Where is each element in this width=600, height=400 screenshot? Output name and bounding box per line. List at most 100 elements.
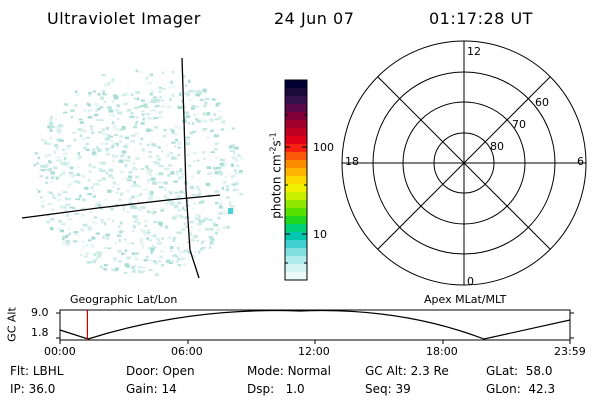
emission-speckle — [165, 197, 169, 200]
emission-speckle — [92, 183, 95, 187]
emission-speckle — [228, 145, 233, 149]
emission-speckle — [76, 156, 82, 160]
emission-speckle — [107, 189, 112, 193]
emission-speckle — [114, 128, 120, 131]
emission-speckle — [189, 232, 193, 236]
emission-speckle — [223, 226, 226, 229]
emission-speckle — [122, 207, 125, 212]
emission-speckle — [135, 195, 141, 198]
emission-speckle — [240, 172, 244, 174]
emission-speckle — [122, 145, 125, 149]
emission-speckle — [150, 169, 153, 172]
emission-speckle — [141, 110, 145, 112]
emission-speckle — [52, 193, 55, 197]
emission-speckle — [94, 103, 99, 107]
emission-speckle — [148, 151, 153, 153]
seq-value: 39 — [395, 382, 411, 396]
emission-speckle — [234, 182, 239, 185]
emission-speckle — [151, 143, 156, 147]
emission-speckle — [231, 176, 234, 179]
emission-speckle — [48, 160, 51, 164]
emission-speckle — [196, 222, 202, 226]
emission-speckle — [148, 155, 153, 158]
emission-speckle — [192, 130, 197, 133]
emission-speckle — [49, 128, 52, 131]
emission-speckle — [171, 93, 175, 98]
emission-speckle — [196, 187, 201, 191]
emission-speckle — [92, 151, 97, 156]
emission-speckle — [141, 266, 147, 269]
emission-speckle — [161, 87, 166, 90]
emission-speckle — [129, 115, 135, 119]
emission-speckle — [169, 249, 173, 252]
emission-speckle — [95, 232, 100, 235]
emission-speckle — [183, 222, 187, 226]
emission-speckle — [199, 99, 204, 101]
emission-speckle — [210, 227, 214, 231]
emission-speckle — [137, 106, 142, 108]
emission-speckle — [176, 246, 180, 250]
emission-speckle — [145, 112, 150, 116]
emission-speckle — [195, 93, 201, 97]
emission-speckle — [210, 129, 214, 132]
emission-speckle — [45, 165, 48, 169]
emission-speckle — [50, 227, 54, 231]
geographic-latlon-label: Geographic Lat/Lon — [70, 293, 178, 306]
emission-speckle — [193, 160, 196, 163]
emission-speckle — [49, 137, 52, 140]
emission-speckle — [171, 129, 175, 133]
emission-speckle — [182, 206, 185, 210]
emission-speckle — [156, 181, 162, 185]
emission-speckle — [50, 115, 54, 118]
gain-value: 14 — [161, 382, 177, 396]
emission-speckle — [95, 182, 100, 186]
emission-speckle — [166, 154, 170, 158]
emission-speckle — [65, 197, 68, 201]
emission-speckle — [82, 244, 86, 248]
emission-speckle — [149, 92, 153, 96]
emission-speckle — [231, 183, 237, 186]
emission-speckle — [168, 190, 171, 194]
emission-speckle — [99, 265, 103, 269]
colorbar-cell — [285, 88, 307, 97]
emission-speckle — [83, 146, 87, 150]
emission-speckle — [80, 228, 85, 232]
emission-speckle — [140, 228, 143, 232]
emission-speckle — [40, 196, 43, 199]
emission-speckle — [200, 242, 204, 244]
emission-speckle — [59, 139, 64, 142]
emission-speckle — [107, 247, 112, 250]
emission-speckle — [124, 136, 130, 140]
emission-speckle — [155, 237, 159, 240]
emission-speckle — [195, 185, 200, 188]
emission-speckle — [196, 90, 201, 94]
emission-speckle — [118, 239, 121, 243]
emission-speckle — [181, 216, 184, 219]
emission-speckle — [62, 191, 68, 193]
emission-speckle — [219, 205, 222, 209]
emission-speckle — [182, 191, 186, 194]
emission-speckle — [88, 103, 91, 107]
emission-speckle — [140, 168, 145, 170]
emission-speckle — [225, 185, 230, 188]
emission-speckle — [112, 125, 117, 129]
emission-speckle — [157, 158, 161, 161]
emission-speckle — [63, 209, 67, 212]
emission-speckle — [44, 142, 50, 145]
emission-speckle — [229, 205, 235, 208]
colorbar-cell — [285, 168, 307, 177]
emission-speckle — [111, 154, 116, 158]
emission-speckle — [166, 259, 170, 263]
emission-speckle — [150, 191, 154, 195]
emission-speckle — [190, 226, 194, 228]
emission-speckle — [112, 114, 115, 118]
emission-speckle — [133, 206, 138, 209]
emission-speckle — [129, 206, 134, 209]
emission-speckle — [195, 118, 198, 121]
emission-speckle — [147, 117, 150, 120]
emission-speckle — [110, 140, 114, 143]
emission-speckle — [167, 105, 171, 109]
emission-speckle — [118, 159, 124, 163]
emission-speckle — [139, 206, 143, 209]
emission-speckle — [178, 214, 183, 218]
